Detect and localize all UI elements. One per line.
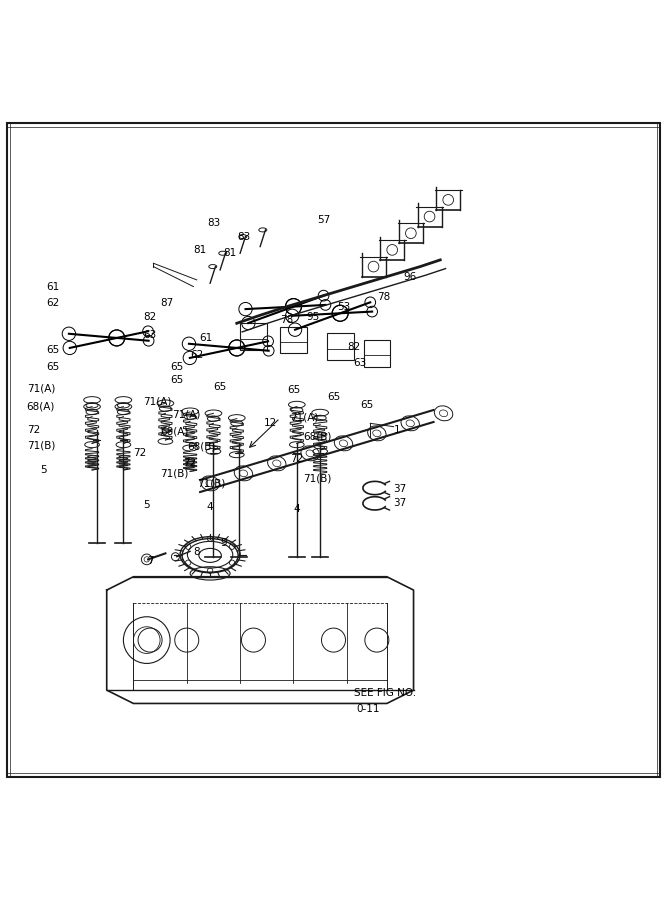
Text: 65: 65 (327, 392, 340, 401)
Text: 7: 7 (147, 556, 153, 566)
Text: 68(B): 68(B) (187, 442, 215, 452)
Text: 65: 65 (287, 385, 300, 395)
Ellipse shape (273, 460, 281, 467)
Text: 71(A): 71(A) (27, 383, 55, 393)
Text: 65: 65 (47, 345, 60, 355)
Text: 71(A): 71(A) (290, 413, 319, 423)
Text: 68(B): 68(B) (303, 432, 332, 442)
Text: 68(A): 68(A) (27, 401, 55, 411)
Text: 9: 9 (220, 538, 227, 548)
Ellipse shape (401, 416, 420, 431)
Text: 71(B): 71(B) (303, 473, 332, 483)
Text: 0-11: 0-11 (357, 704, 380, 714)
Ellipse shape (440, 410, 448, 417)
Ellipse shape (434, 406, 453, 421)
Text: 53: 53 (337, 302, 350, 311)
Bar (240, 323, 267, 350)
Text: 83: 83 (237, 231, 250, 241)
Text: 81: 81 (193, 245, 207, 255)
Text: SEE FIG NO.: SEE FIG NO. (354, 688, 416, 698)
Text: 95: 95 (307, 311, 320, 321)
Text: 62: 62 (190, 349, 203, 360)
Text: 65: 65 (360, 400, 374, 410)
Ellipse shape (373, 430, 381, 436)
Text: 71(A): 71(A) (172, 410, 201, 419)
Text: 63: 63 (354, 358, 367, 368)
Ellipse shape (206, 480, 214, 487)
Text: 71(A): 71(A) (143, 396, 172, 406)
Text: 12: 12 (263, 418, 277, 428)
Text: 4: 4 (207, 501, 213, 512)
Text: 5: 5 (143, 500, 150, 509)
Ellipse shape (406, 420, 414, 427)
Text: 5: 5 (40, 465, 47, 475)
Polygon shape (107, 577, 414, 704)
Text: 61: 61 (47, 282, 60, 292)
Ellipse shape (234, 466, 253, 481)
Text: 82: 82 (143, 311, 157, 321)
Text: 82: 82 (347, 342, 360, 352)
Text: 61: 61 (199, 333, 212, 343)
FancyBboxPatch shape (7, 123, 660, 777)
Text: 62: 62 (47, 298, 60, 309)
Text: 96: 96 (404, 272, 417, 282)
Text: 78: 78 (377, 292, 390, 302)
Text: 1: 1 (394, 425, 400, 435)
Text: 65: 65 (213, 382, 227, 392)
Bar (364, 340, 390, 366)
Text: 71(B): 71(B) (160, 468, 189, 478)
Text: 65: 65 (47, 362, 60, 372)
Ellipse shape (267, 456, 286, 471)
Text: 65: 65 (170, 362, 183, 372)
Ellipse shape (334, 436, 353, 451)
Text: 72: 72 (27, 425, 40, 435)
Text: 57: 57 (317, 215, 330, 225)
Bar (327, 333, 354, 360)
Text: 72: 72 (183, 458, 197, 468)
Text: 65: 65 (170, 375, 183, 385)
Text: 37: 37 (394, 483, 407, 494)
Text: 37: 37 (394, 499, 407, 508)
Text: 72: 72 (290, 454, 303, 464)
Ellipse shape (239, 470, 247, 477)
Ellipse shape (301, 446, 319, 461)
Text: 71(B): 71(B) (27, 441, 55, 451)
Text: 68(A): 68(A) (160, 427, 189, 436)
Text: 72: 72 (133, 448, 147, 458)
Ellipse shape (306, 450, 314, 456)
Text: 81: 81 (223, 248, 237, 258)
Text: 71(B): 71(B) (197, 479, 225, 489)
Ellipse shape (368, 426, 386, 441)
Text: 83: 83 (207, 218, 220, 229)
Text: 8: 8 (193, 547, 200, 557)
Text: 4: 4 (293, 504, 300, 514)
Text: 78: 78 (280, 315, 293, 325)
Ellipse shape (340, 440, 348, 446)
Bar (280, 327, 307, 354)
Text: 87: 87 (160, 298, 173, 309)
Ellipse shape (201, 476, 219, 491)
Text: 63: 63 (143, 329, 157, 339)
